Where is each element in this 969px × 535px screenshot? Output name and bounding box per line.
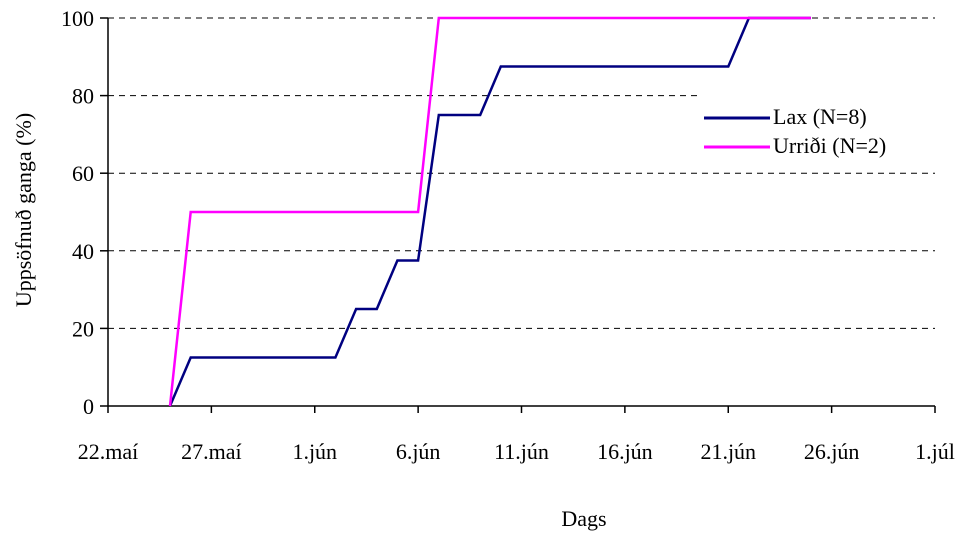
y-tick-label: 60 <box>72 161 94 186</box>
y-tick-label: 80 <box>72 84 94 109</box>
x-tick-label: 1.júl <box>915 439 955 464</box>
y-axis-title: Uppsöfnuð ganga (%) <box>11 113 36 307</box>
y-tick-label: 40 <box>72 239 94 264</box>
x-axis-ticks: 22.maí 27.maí 1.jún 6.jún 11.jún 16.jún 21.jún… <box>78 406 955 464</box>
legend-label-lax: Lax (N=8) <box>773 104 867 129</box>
legend: Lax (N=8) Urriði (N=2) <box>700 80 940 160</box>
series-lines <box>168 16 811 407</box>
x-tick-label: 11.jún <box>494 439 549 464</box>
gridlines <box>108 17 935 329</box>
legend-label-urridi: Urriði (N=2) <box>773 133 886 158</box>
x-tick-label: 22.maí <box>78 439 139 464</box>
x-tick-label: 1.jún <box>292 439 337 464</box>
series-line-lax <box>168 16 811 407</box>
y-tick-label: 0 <box>83 394 94 419</box>
x-tick-label: 27.maí <box>181 439 242 464</box>
x-tick-label: 6.jún <box>396 439 441 464</box>
x-tick-label: 21.jún <box>700 439 756 464</box>
x-axis-title: Dags <box>561 506 606 531</box>
series-line-urridi <box>168 16 811 407</box>
x-tick-label: 16.jún <box>597 439 653 464</box>
x-tick-label: 26.jún <box>804 439 860 464</box>
y-tick-label: 100 <box>61 6 94 31</box>
y-axis-ticks: 0 20 40 60 80 100 <box>61 6 108 419</box>
y-tick-label: 20 <box>72 316 94 341</box>
